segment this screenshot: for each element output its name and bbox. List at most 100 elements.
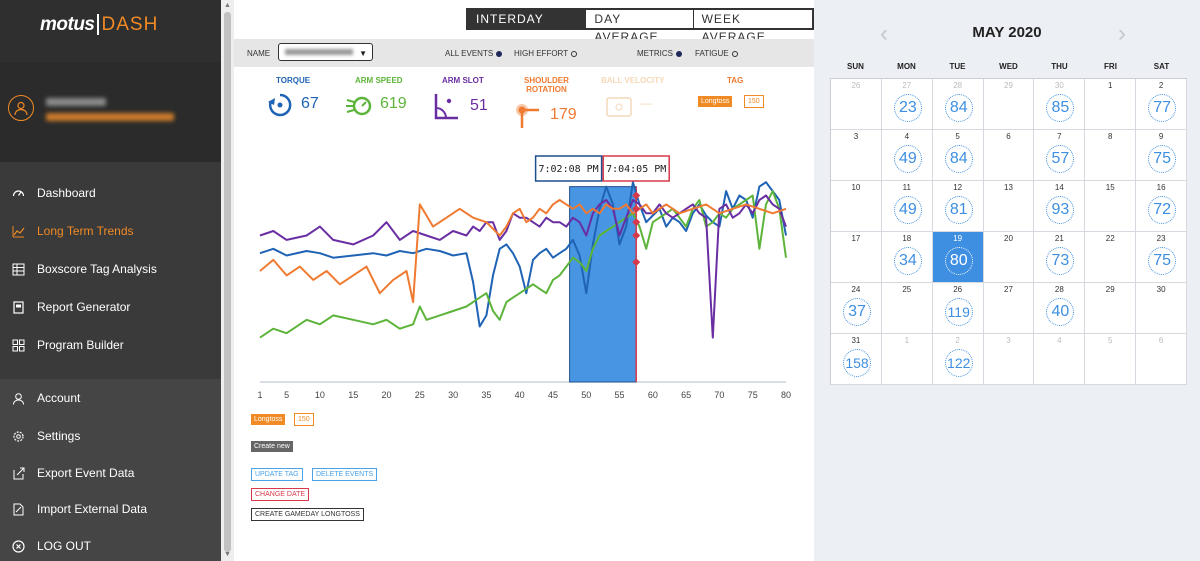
calendar-day[interactable]: 1 xyxy=(881,334,933,385)
nav-settings[interactable]: Settings xyxy=(0,421,221,451)
create-new-button[interactable]: Create new xyxy=(251,441,293,452)
scroll-up-icon[interactable]: ▲ xyxy=(224,2,231,9)
tag-longtoss-chip[interactable]: Longtoss xyxy=(698,96,733,107)
session-count-badge[interactable]: 119 xyxy=(944,298,973,326)
calendar-day[interactable]: 17 xyxy=(831,232,882,283)
calendar-day[interactable]: 16 72 xyxy=(1136,181,1188,232)
chevron-right-icon[interactable]: › xyxy=(1118,20,1126,47)
nav-long-term-trends[interactable]: Long Term Trends xyxy=(0,216,221,246)
calendar-day[interactable]: 27 23 xyxy=(881,79,933,130)
calendar-day[interactable]: 15 xyxy=(1085,181,1137,232)
calendar-day[interactable]: 11 49 xyxy=(881,181,933,232)
delete-events-button[interactable]: DELETE EVENTS xyxy=(312,468,378,481)
calendar-day[interactable]: 6 xyxy=(983,130,1035,181)
chevron-left-icon[interactable]: ‹ xyxy=(880,20,888,47)
calendar-day[interactable]: 4 xyxy=(1034,334,1086,385)
nav-boxscore-tag-analysis[interactable]: Boxscore Tag Analysis xyxy=(0,254,221,284)
calendar-day[interactable]: 3 xyxy=(983,334,1035,385)
calendar-day[interactable]: 18 34 xyxy=(881,232,933,283)
session-count-badge[interactable]: 49 xyxy=(893,145,922,173)
calendar-day[interactable]: 9 75 xyxy=(1136,130,1188,181)
scroll-down-icon[interactable]: ▼ xyxy=(224,551,231,558)
session-count-badge[interactable]: 72 xyxy=(1148,196,1177,224)
tab-day-average[interactable]: DAY AVERAGE xyxy=(586,10,694,44)
session-count-badge[interactable]: 84 xyxy=(944,145,973,173)
calendar-day[interactable]: 2 122 xyxy=(932,334,984,385)
calendar-day[interactable]: 13 xyxy=(983,181,1035,232)
fatigue-option[interactable]: FATIGUE xyxy=(695,49,738,58)
session-count-badge[interactable]: 37 xyxy=(843,298,871,326)
session-count-badge[interactable]: 84 xyxy=(944,94,973,122)
nav-import-external-data[interactable]: Import External Data xyxy=(0,494,221,524)
metrics-line-chart[interactable]: 7:02:08 PM 7:04:05 PM1 5 10 15 20 25 30 35 40 45 50… xyxy=(234,140,814,410)
all-events-option[interactable]: ALL EVENTS xyxy=(445,49,503,58)
calendar-day[interactable]: 23 75 xyxy=(1136,232,1188,283)
scrollbar[interactable]: ▲ ▼ xyxy=(221,0,234,561)
calendar-day[interactable]: 19 80 xyxy=(932,232,984,283)
scroll-thumb[interactable] xyxy=(224,12,231,552)
nav-dashboard[interactable]: Dashboard xyxy=(0,178,221,208)
calendar-day[interactable]: 27 xyxy=(983,283,1035,334)
session-count-badge[interactable]: 85 xyxy=(1046,94,1075,122)
tag-longtoss-button[interactable]: Longtoss xyxy=(251,414,286,425)
calendar-day[interactable]: 5 84 xyxy=(932,130,984,181)
user-profile[interactable] xyxy=(0,62,221,162)
calendar-day[interactable]: 25 xyxy=(881,283,933,334)
session-count-badge[interactable]: 49 xyxy=(893,196,922,224)
change-date-button[interactable]: CHANGE DATE xyxy=(251,488,310,501)
calendar-day[interactable]: 4 49 xyxy=(881,130,933,181)
high-effort-option[interactable]: HIGH EFFORT xyxy=(514,49,578,58)
calendar-day[interactable]: 22 xyxy=(1085,232,1137,283)
session-count-badge[interactable]: 40 xyxy=(1046,298,1075,326)
tag-150-button[interactable]: 150 xyxy=(294,413,314,426)
calendar-day[interactable]: 30 85 xyxy=(1034,79,1086,130)
calendar-day[interactable]: 30 xyxy=(1136,283,1188,334)
session-count-badge[interactable]: 93 xyxy=(1046,196,1075,224)
calendar-day[interactable]: 24 37 xyxy=(831,283,882,334)
calendar-day[interactable]: 26 119 xyxy=(932,283,984,334)
metrics-option[interactable]: METRICS xyxy=(637,49,682,58)
calendar-day[interactable]: 20 xyxy=(983,232,1035,283)
tab-interday-data[interactable]: INTERDAY DATA xyxy=(468,10,587,44)
nav-export-event-data[interactable]: Export Event Data xyxy=(0,458,221,488)
calendar-day[interactable]: 28 84 xyxy=(932,79,984,130)
session-count-badge[interactable]: 80 xyxy=(944,247,973,275)
session-count-badge[interactable]: 75 xyxy=(1148,247,1177,275)
session-count-badge[interactable]: 57 xyxy=(1046,145,1075,173)
session-count-badge[interactable]: 23 xyxy=(893,94,922,122)
calendar-day[interactable]: 14 93 xyxy=(1034,181,1086,232)
session-count-badge[interactable]: 158 xyxy=(843,349,871,377)
calendar-day[interactable]: 10 xyxy=(831,181,882,232)
calendar-day[interactable]: 12 81 xyxy=(932,181,984,232)
avatar[interactable] xyxy=(8,95,34,121)
nav-report-generator[interactable]: Report Generator xyxy=(0,292,221,322)
session-count-badge[interactable]: 122 xyxy=(944,349,973,377)
calendar-day[interactable]: 21 73 xyxy=(1034,232,1086,283)
session-count-badge[interactable]: 34 xyxy=(893,247,922,275)
create-gameday-longtoss-button[interactable]: CREATE GAMEDAY LONGTOSS xyxy=(251,508,364,521)
session-count-badge[interactable]: 75 xyxy=(1148,145,1177,173)
session-count-badge[interactable]: 77 xyxy=(1148,94,1177,122)
tab-week-average[interactable]: WEEK AVERAGE xyxy=(701,12,766,44)
tag-150-chip[interactable]: 150 xyxy=(744,95,764,108)
update-tag-button[interactable]: UPDATE TAG xyxy=(251,468,303,481)
calendar-day[interactable]: 31 158 xyxy=(831,334,882,385)
athlete-select[interactable]: ▼ xyxy=(278,43,373,61)
calendar-day[interactable]: 5 xyxy=(1085,334,1137,385)
calendar-day[interactable]: 26 xyxy=(831,79,882,130)
calendar-day[interactable]: 7 57 xyxy=(1034,130,1086,181)
nav-log-out[interactable]: LOG OUT xyxy=(0,531,221,561)
calendar-day[interactable]: 29 xyxy=(1085,283,1137,334)
calendar-day[interactable]: 28 40 xyxy=(1034,283,1086,334)
calendar-day[interactable]: 8 xyxy=(1085,130,1137,181)
nav-program-builder[interactable]: Program Builder xyxy=(0,330,221,360)
calendar-day[interactable]: 2 77 xyxy=(1136,79,1188,130)
nav-account[interactable]: Account xyxy=(0,383,221,413)
calendar-day[interactable]: 3 xyxy=(831,130,882,181)
logo[interactable]: motus DASH xyxy=(40,14,159,36)
session-count-badge[interactable]: 73 xyxy=(1046,247,1075,275)
session-count-badge[interactable]: 81 xyxy=(944,196,973,224)
calendar-day[interactable]: 29 xyxy=(983,79,1035,130)
calendar-day[interactable]: 1 xyxy=(1085,79,1137,130)
calendar-day[interactable]: 6 xyxy=(1136,334,1188,385)
